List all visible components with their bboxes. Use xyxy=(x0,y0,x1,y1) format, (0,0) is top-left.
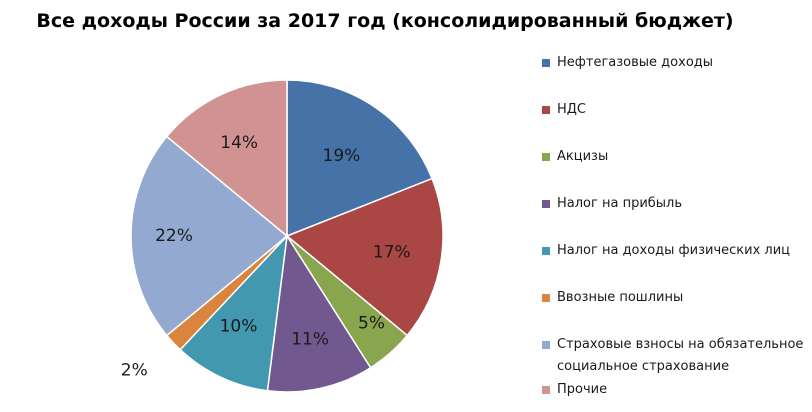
legend-item-3: Акцизы xyxy=(542,146,810,168)
pie-slice-7 xyxy=(130,135,289,337)
slice-data-label-4: 11% xyxy=(291,330,329,350)
legend-swatch-6 xyxy=(542,294,550,302)
legend-item-7: Страховые взносы на обязательное социаль… xyxy=(542,334,810,378)
legend-label-3: Акцизы xyxy=(557,149,609,164)
legend-item-6: Ввозные пошлины xyxy=(542,287,810,309)
legend-label-5: Налог на доходы физических лиц xyxy=(557,243,791,258)
legend-label-8: Прочие xyxy=(557,382,608,397)
chart-title: Все доходы России за 2017 год (консолиди… xyxy=(36,10,734,32)
legend-label-2: НДС xyxy=(557,102,587,117)
slice-data-label-1: 19% xyxy=(323,146,361,166)
legend-swatch-8 xyxy=(542,386,550,394)
legend-swatch-5 xyxy=(542,247,550,255)
pie-slice-4 xyxy=(266,233,372,393)
pie-slice-1 xyxy=(286,79,434,238)
legend-item-5: Налог на доходы физических лиц xyxy=(542,240,810,262)
legend-swatch-1 xyxy=(542,59,550,67)
legend-item-2: НДС xyxy=(542,99,810,121)
slice-data-label-8: 14% xyxy=(220,133,258,153)
slice-data-label-2: 17% xyxy=(373,243,411,263)
pie-slice-5 xyxy=(179,233,289,392)
legend-label-6: Ввозные пошлины xyxy=(557,290,684,305)
legend-item-1: Нефтегазовые доходы xyxy=(542,52,810,74)
pie-slice-2 xyxy=(285,177,444,337)
legend-label-1: Нефтегазовые доходы xyxy=(557,55,714,70)
legend-label-7: Страховые взносы на обязательное социаль… xyxy=(557,337,804,374)
slice-data-label-5: 10% xyxy=(220,316,258,336)
slice-data-label-3: 5% xyxy=(358,313,385,333)
legend-swatch-4 xyxy=(542,200,550,208)
legend-item-4: Налог на прибыль xyxy=(542,193,810,215)
legend-swatch-7 xyxy=(542,341,550,349)
legend-label-4: Налог на прибыль xyxy=(557,196,683,211)
legend-swatch-3 xyxy=(542,153,550,161)
legend-item-8: Прочие xyxy=(542,379,810,401)
slice-data-label-7: 22% xyxy=(155,226,193,246)
legend-swatch-2 xyxy=(542,106,550,114)
slice-data-label-6: 2% xyxy=(121,360,148,380)
pie-slice-8 xyxy=(165,79,288,238)
